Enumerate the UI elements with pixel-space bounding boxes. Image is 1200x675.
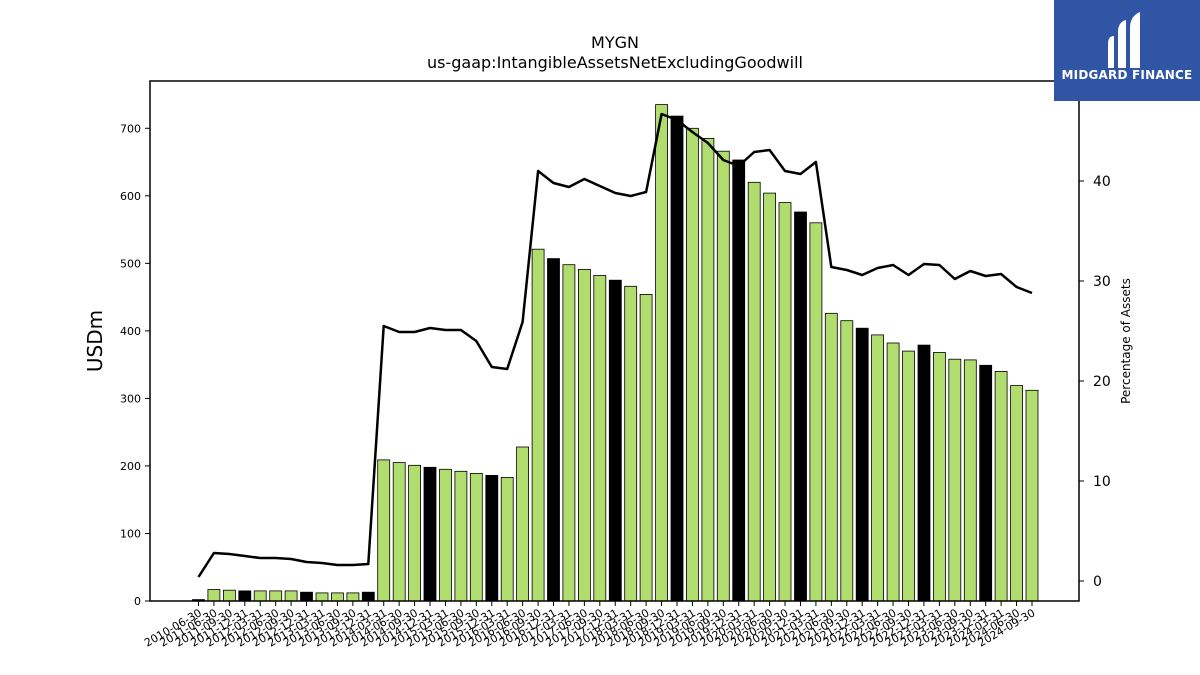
bar	[222, 589, 236, 602]
bar	[562, 264, 576, 602]
bar	[531, 248, 545, 602]
bar	[439, 468, 452, 602]
percentage-line	[197, 112, 1033, 578]
bar	[763, 192, 776, 602]
bar	[886, 342, 900, 602]
y2-tick-label: 0	[1093, 574, 1102, 590]
y-tick-label: 600	[120, 190, 141, 203]
bar	[1025, 389, 1039, 602]
bar	[547, 258, 560, 602]
chart-subtitle: us-gaap:IntangibleAssetsNetExcludingGood…	[427, 53, 803, 72]
bar	[732, 159, 746, 602]
bar	[855, 327, 869, 602]
bars-group	[192, 104, 1039, 602]
bar	[377, 459, 391, 602]
bar	[747, 181, 761, 602]
bar	[809, 222, 823, 602]
y-axis-label: USDm	[83, 310, 107, 372]
bar	[686, 127, 699, 602]
bar	[485, 474, 499, 602]
bar	[994, 370, 1008, 602]
plot-frame	[149, 80, 1080, 602]
y-tick-label: 100	[120, 527, 141, 540]
bar	[284, 590, 298, 602]
x-axis-ticks: 2010-06-302011-06-302011-09-302011-12-31…	[142, 601, 1038, 650]
bar	[655, 104, 668, 602]
y-tick-label: 500	[120, 257, 141, 270]
logo-mark-icon	[1108, 12, 1140, 68]
bar	[716, 150, 730, 602]
bar	[840, 320, 854, 602]
bar	[608, 279, 622, 602]
y2-tick-label: 40	[1093, 174, 1111, 190]
y-axis-ticks: 0 100 200 300 400 500 600 700	[120, 122, 150, 608]
bar	[330, 592, 344, 602]
bar	[948, 358, 962, 602]
bar	[902, 350, 915, 602]
bar	[361, 591, 375, 602]
bar	[639, 293, 653, 602]
y-tick-label: 300	[120, 392, 141, 405]
bar	[917, 344, 931, 602]
bar	[300, 591, 313, 602]
chart-title: MYGN	[591, 33, 639, 52]
bar	[624, 285, 638, 602]
y-tick-label: 700	[120, 122, 141, 135]
y2-tick-label: 30	[1093, 274, 1111, 290]
bar	[578, 268, 591, 602]
bar	[238, 590, 252, 602]
y2-axis-label: Percentage of Assets	[1119, 278, 1133, 404]
logo-text: MIDGARD FINANCE	[1061, 68, 1193, 82]
bar	[778, 202, 792, 602]
bar	[1010, 385, 1023, 602]
bar	[423, 466, 437, 602]
bar	[963, 359, 977, 602]
bar	[346, 592, 360, 602]
bar	[207, 589, 221, 602]
bar	[500, 476, 514, 602]
y-tick-label: 0	[134, 595, 141, 608]
y2-tick-label: 10	[1093, 474, 1111, 490]
bar	[701, 137, 715, 602]
bar	[871, 334, 884, 602]
y2-axis-ticks: 0 10 20 30 40	[1079, 174, 1111, 590]
bar	[979, 364, 993, 602]
bar	[392, 462, 406, 602]
midgard-finance-logo: MIDGARD FINANCE	[1054, 0, 1200, 101]
bar	[593, 275, 607, 602]
bar	[670, 115, 684, 602]
bar	[516, 446, 529, 602]
bar	[794, 211, 807, 602]
y-tick-label: 200	[120, 460, 141, 473]
bar	[454, 470, 468, 602]
bar	[315, 592, 329, 602]
bar	[408, 464, 422, 602]
line-group	[197, 112, 1033, 578]
y-tick-label: 400	[120, 325, 141, 338]
bar	[253, 590, 267, 602]
bar	[269, 590, 283, 602]
bar	[469, 472, 483, 602]
bar	[933, 352, 946, 602]
bar	[824, 312, 838, 602]
y2-tick-label: 20	[1093, 374, 1111, 390]
